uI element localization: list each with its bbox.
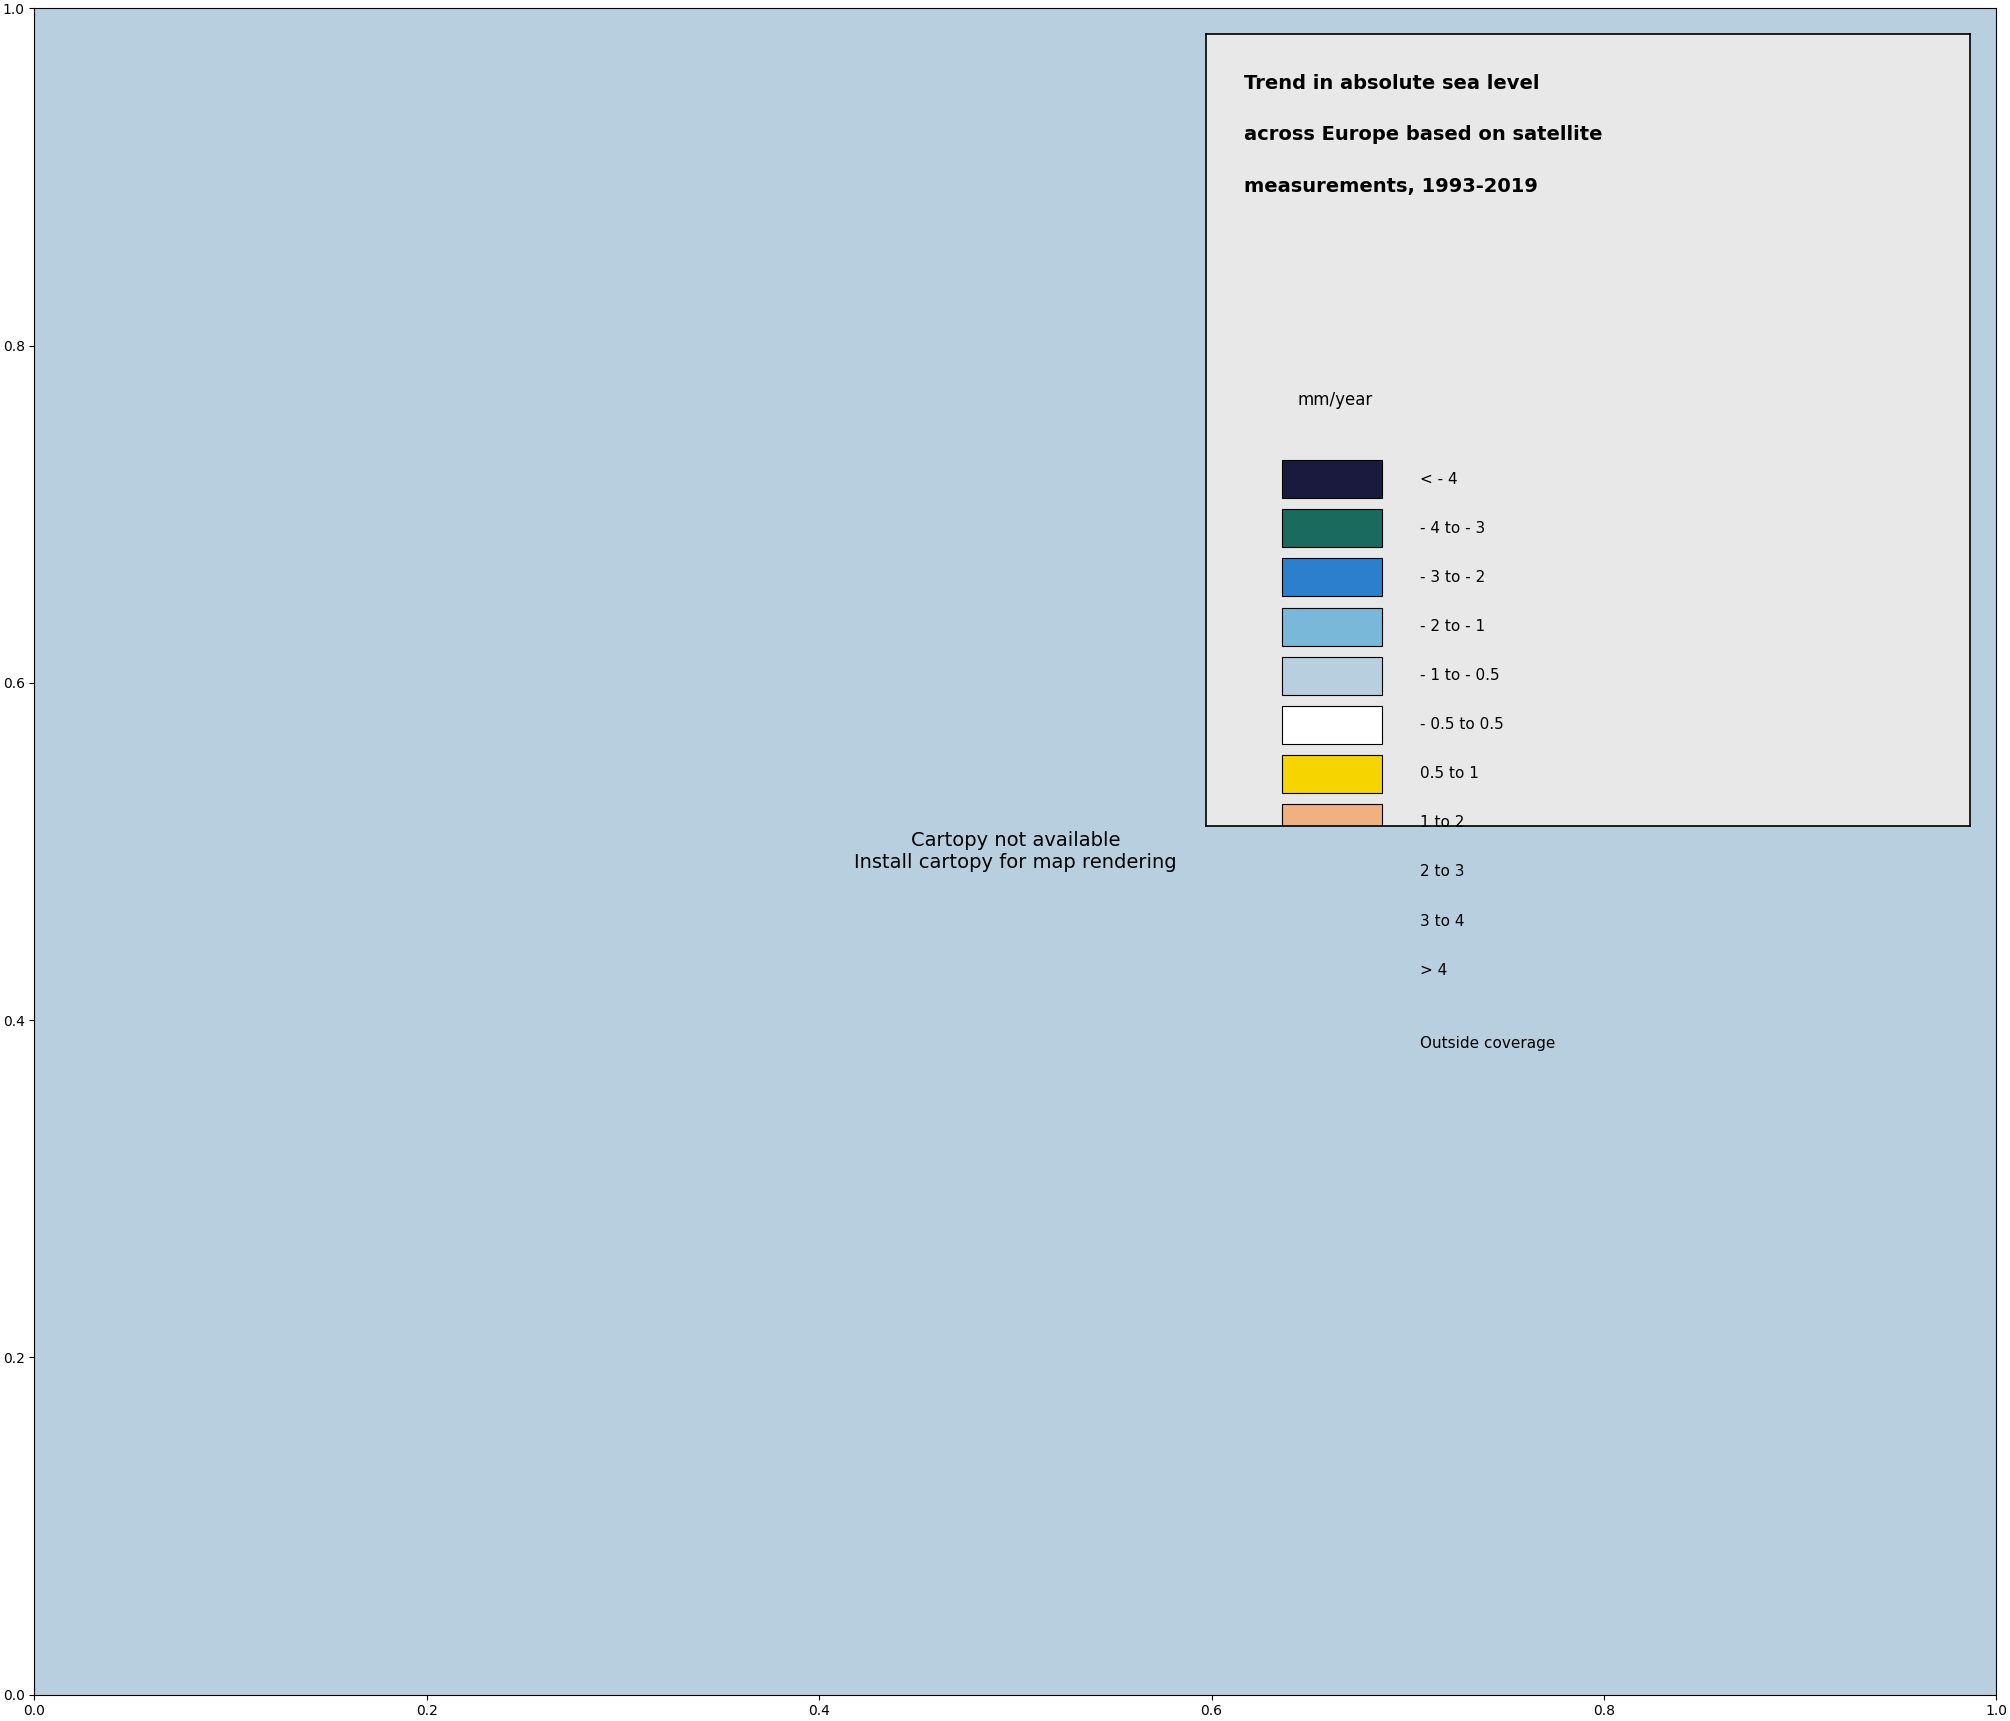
FancyBboxPatch shape bbox=[1282, 509, 1381, 547]
Text: - 0.5 to 0.5: - 0.5 to 0.5 bbox=[1419, 718, 1503, 731]
Text: 0.5 to 1: 0.5 to 1 bbox=[1419, 766, 1479, 781]
FancyBboxPatch shape bbox=[1282, 657, 1381, 695]
Text: Cartopy not available
Install cartopy for map rendering: Cartopy not available Install cartopy fo… bbox=[854, 831, 1176, 873]
Text: - 4 to - 3: - 4 to - 3 bbox=[1419, 521, 1485, 535]
Text: - 1 to - 0.5: - 1 to - 0.5 bbox=[1419, 668, 1499, 683]
FancyBboxPatch shape bbox=[1282, 608, 1381, 645]
Text: - 3 to - 2: - 3 to - 2 bbox=[1419, 570, 1485, 585]
FancyBboxPatch shape bbox=[1282, 902, 1381, 940]
FancyBboxPatch shape bbox=[1282, 460, 1381, 499]
Text: - 2 to - 1: - 2 to - 1 bbox=[1419, 620, 1485, 633]
Text: measurements, 1993-2019: measurements, 1993-2019 bbox=[1244, 177, 1538, 196]
Text: mm/year: mm/year bbox=[1298, 391, 1373, 408]
FancyBboxPatch shape bbox=[1282, 756, 1381, 793]
FancyBboxPatch shape bbox=[1282, 854, 1381, 891]
Text: > 4: > 4 bbox=[1419, 962, 1447, 978]
FancyBboxPatch shape bbox=[1282, 804, 1381, 842]
Text: across Europe based on satellite: across Europe based on satellite bbox=[1244, 126, 1602, 145]
FancyBboxPatch shape bbox=[1282, 706, 1381, 743]
FancyBboxPatch shape bbox=[1282, 559, 1381, 597]
Text: 3 to 4: 3 to 4 bbox=[1419, 914, 1465, 929]
Text: < - 4: < - 4 bbox=[1419, 472, 1457, 487]
Text: Outside coverage: Outside coverage bbox=[1419, 1036, 1556, 1052]
FancyBboxPatch shape bbox=[1282, 952, 1381, 990]
Text: 1 to 2: 1 to 2 bbox=[1419, 816, 1463, 831]
Text: 2 to 3: 2 to 3 bbox=[1419, 864, 1465, 879]
FancyBboxPatch shape bbox=[1282, 1024, 1381, 1064]
Text: Trend in absolute sea level: Trend in absolute sea level bbox=[1244, 74, 1540, 93]
